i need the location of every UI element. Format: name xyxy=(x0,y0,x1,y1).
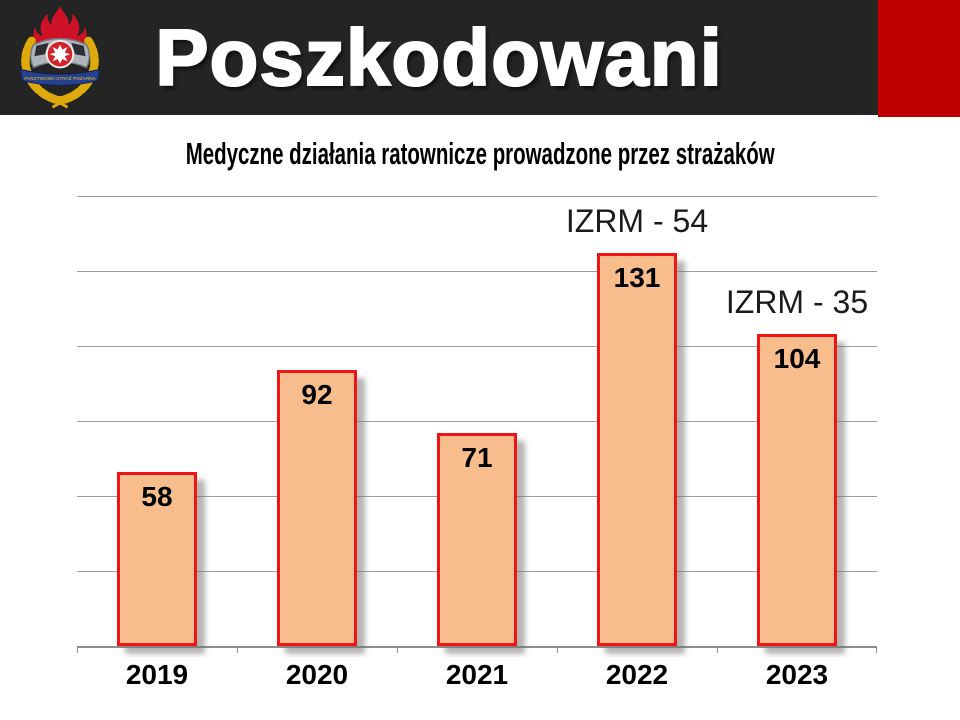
header-band: PAŃSTWOWA STRAŻ POŻARNA Poszkodowani xyxy=(0,0,960,117)
x-axis-label-2020: 2020 xyxy=(285,659,349,690)
gridline-y-125 xyxy=(77,271,877,272)
x-axis-label-2023: 2023 xyxy=(765,659,829,690)
bar-2020: 92 xyxy=(277,370,357,646)
gridline-y-100 xyxy=(77,346,877,347)
accent-block xyxy=(878,0,960,117)
bar-value-label: 71 xyxy=(461,442,493,473)
logo-banner-text: PAŃSTWOWA STRAŻ POŻARNA xyxy=(24,75,96,82)
annotation-2023: IZRM - 35 xyxy=(725,284,869,320)
x-axis-tick xyxy=(397,646,398,653)
bar-value-label: 92 xyxy=(301,379,333,410)
x-axis-label-2021: 2021 xyxy=(445,659,509,690)
x-axis-tick xyxy=(876,646,877,653)
flame-icon xyxy=(33,5,87,48)
gridline-y-75 xyxy=(77,421,877,422)
x-axis-tick xyxy=(557,646,558,653)
x-axis-tick xyxy=(77,646,78,653)
bar-value-label: 58 xyxy=(141,481,173,512)
x-axis-tick xyxy=(237,646,238,653)
bar-2023: 104 xyxy=(757,334,837,646)
x-axis-label-2022: 2022 xyxy=(605,659,669,690)
gridline-y-150 xyxy=(77,196,877,197)
x-axis-label-2019: 2019 xyxy=(125,659,189,690)
annotation-2022: IZRM - 54 xyxy=(565,203,709,239)
bar-2019: 58 xyxy=(117,472,197,646)
chart-title-text: Medyczne działania ratownicze prowadzone… xyxy=(185,136,775,171)
x-axis-tick xyxy=(717,646,718,653)
chart-title: Medyczne działania ratownicze prowadzone… xyxy=(0,136,960,172)
bar-value-label: 131 xyxy=(613,262,661,293)
bar-value-label: 104 xyxy=(773,343,821,374)
eagle-icon xyxy=(49,44,71,64)
bar-2022: 131 xyxy=(597,253,677,646)
slide-title: Poszkodowani xyxy=(154,12,723,103)
panstwowa-straz-pozarna-emblem-icon: PAŃSTWOWA STRAŻ POŻARNA xyxy=(19,5,101,109)
bar-2021: 71 xyxy=(437,433,517,646)
bar-chart: 58 92 71 131 104 2019 2020 2021 2022 2023 IZRM - 5… xyxy=(77,196,877,690)
